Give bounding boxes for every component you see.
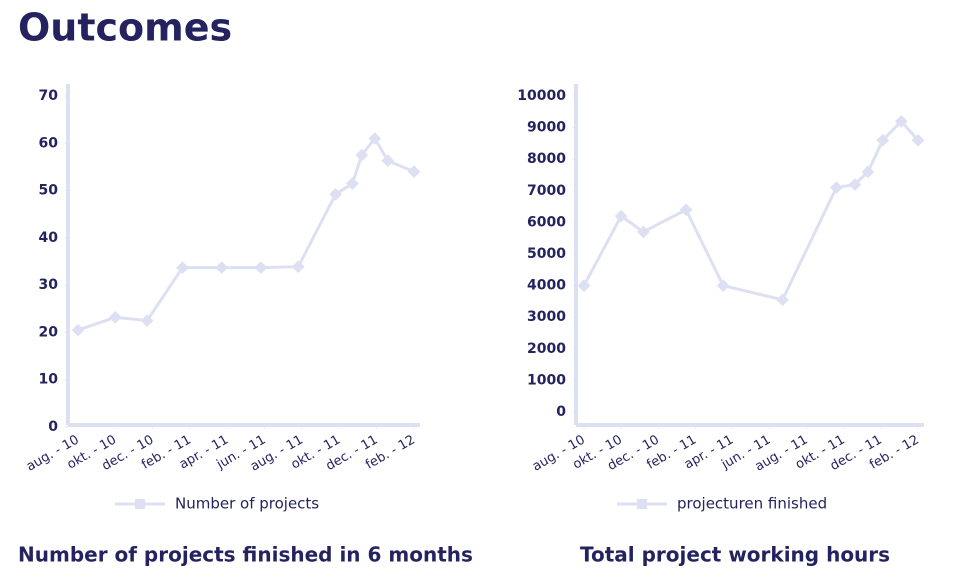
y-tick-label: 5000 [527, 246, 566, 262]
legend-marker [135, 499, 145, 509]
data-point [176, 261, 189, 275]
data-point [679, 203, 693, 217]
y-tick-label: 70 [39, 88, 59, 104]
y-tick-label: 40 [39, 230, 59, 246]
chart-title: Number of projects finished in 6 months [18, 543, 473, 567]
y-tick-label: 10000 [517, 88, 566, 104]
y-tick-label: 30 [39, 277, 59, 293]
y-tick-label: 10 [39, 372, 59, 388]
data-point [716, 279, 730, 292]
series-line [582, 119, 920, 302]
data-point [381, 154, 395, 168]
y-tick-label: 3000 [527, 309, 566, 325]
data-point [108, 310, 122, 324]
data-point [71, 323, 85, 337]
data-point [776, 293, 789, 307]
page-title: Outcomes [18, 6, 232, 50]
y-tick-label: 1000 [527, 372, 566, 388]
chart-title: Total project working hours [580, 543, 890, 567]
y-tick-label: 7000 [527, 183, 566, 199]
y-tick-label: 4000 [527, 278, 566, 294]
data-point [577, 279, 591, 292]
y-tick-label: 9000 [527, 120, 566, 136]
y-tick-label: 6000 [527, 214, 566, 230]
y-tick-label: 20 [39, 324, 59, 340]
y-tick-label: 2000 [527, 341, 566, 357]
data-point [254, 261, 268, 275]
y-tick-label: 0 [556, 404, 566, 420]
data-point [291, 260, 305, 274]
data-point [215, 261, 229, 275]
data-point [140, 314, 154, 327]
legend-marker [637, 499, 647, 509]
data-point [355, 148, 369, 162]
y-tick-label: 8000 [527, 151, 566, 167]
data-point [329, 187, 342, 201]
legend-label: Number of projects [175, 495, 319, 513]
data-point [368, 132, 382, 145]
legend-label: projecturen finished [677, 495, 827, 513]
y-tick-label: 60 [39, 135, 59, 151]
data-point [829, 181, 843, 195]
series-line [77, 135, 415, 332]
data-point [407, 165, 421, 179]
y-tick-label: 50 [39, 183, 59, 199]
data-point [346, 177, 359, 190]
y-tick-label: 0 [48, 419, 58, 435]
